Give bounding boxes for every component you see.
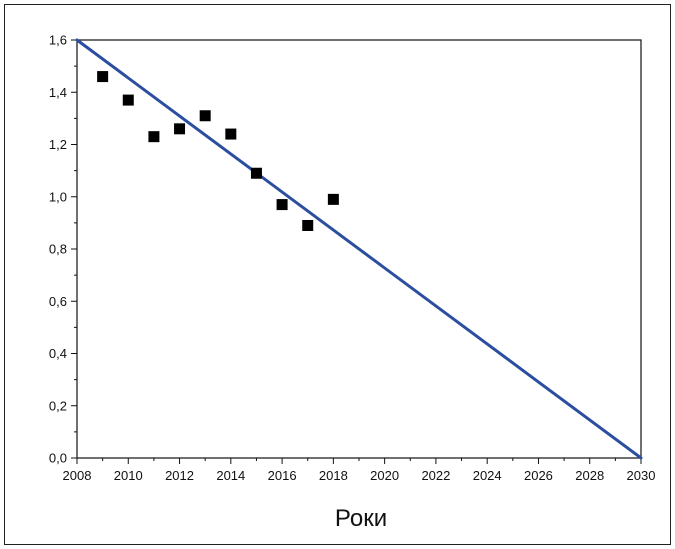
x-tick-label: 2008	[63, 468, 92, 483]
x-tick-label: 2024	[473, 468, 502, 483]
data-point	[225, 128, 237, 140]
x-tick-label: 2026	[524, 468, 553, 483]
y-tick-label: 1,4	[49, 85, 67, 100]
data-point	[250, 167, 262, 179]
y-tick-label: 1,6	[49, 33, 67, 48]
data-point	[97, 71, 109, 83]
y-tick-label: 0,4	[49, 346, 67, 361]
x-tick-label: 2020	[370, 468, 399, 483]
x-tick-label: 2010	[114, 468, 143, 483]
chart-figure: 2008 2010 2012 2014 2016 2018 2020 2022 2024 2026…	[4, 4, 671, 545]
x-tick-label: 2028	[575, 468, 604, 483]
data-point	[174, 123, 186, 135]
data-point	[148, 131, 160, 143]
y-tick-label: 0,8	[49, 242, 67, 257]
y-tick-label: 1,0	[49, 189, 67, 204]
data-point	[122, 94, 134, 106]
y-tick-label: 0,6	[49, 294, 67, 309]
scatter-chart: 2008 2010 2012 2014 2016 2018 2020 2022 2024 2026…	[49, 33, 656, 533]
x-tick-label: 2016	[268, 468, 297, 483]
data-point	[199, 110, 211, 122]
x-tick-label: 2012	[165, 468, 194, 483]
data-point	[276, 199, 288, 211]
y-tick-label: 0,0	[49, 451, 67, 466]
y-tick-label: 1,2	[49, 137, 67, 152]
trend-line	[75, 38, 643, 460]
x-tick-label: 2018	[319, 468, 348, 483]
x-tick-label: 2022	[421, 468, 450, 483]
x-tick-label: 2014	[216, 468, 245, 483]
data-point	[302, 219, 314, 231]
y-tick-label: 0,2	[49, 398, 67, 413]
x-axis-title: Роки	[335, 505, 387, 532]
data-point	[327, 193, 339, 205]
x-tick-label: 2030	[627, 468, 656, 483]
